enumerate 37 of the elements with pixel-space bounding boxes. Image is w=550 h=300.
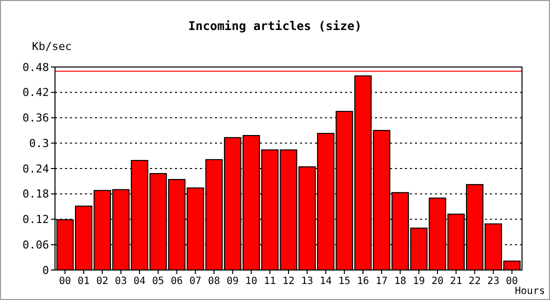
y-tick-label: 0.06 — [22, 238, 49, 252]
y-tick-label: 0.36 — [22, 112, 49, 125]
x-tick-label: 09 — [226, 276, 239, 287]
y-tick-label: 0 — [42, 264, 49, 277]
x-tick-label: 06 — [170, 276, 183, 287]
x-tick-label: 01 — [78, 276, 90, 287]
y-tick-label: 0.3 — [29, 136, 49, 150]
y-tick-label: 0.42 — [22, 86, 49, 100]
x-tick-label: 12 — [282, 276, 295, 287]
x-tick-label: 18 — [394, 276, 406, 287]
x-tick-label: 19 — [412, 276, 425, 287]
x-tick-label: 11 — [264, 276, 276, 287]
x-tick-label: 20 — [431, 276, 444, 287]
x-tick-label: 14 — [320, 276, 332, 287]
x-tick-label: 10 — [245, 276, 258, 287]
y-tick-label: 0.48 — [22, 60, 49, 74]
x-tick-label: 04 — [134, 276, 146, 287]
x-tick-label: 07 — [189, 276, 202, 287]
x-tick-label: 22 — [468, 276, 481, 287]
x-tick-label: 00 — [59, 276, 72, 287]
y-tick-label: 0.24 — [22, 162, 50, 176]
x-tick-label: 05 — [152, 276, 164, 287]
y-tick-label: 0.12 — [22, 213, 49, 226]
chart-title: Incoming articles (size) — [188, 19, 362, 33]
x-axis-title: Hours — [514, 286, 545, 297]
x-tick-label: 16 — [356, 276, 370, 287]
x-tick-label: 00 — [506, 276, 518, 287]
x-tick-label: 02 — [96, 276, 108, 287]
y-axis-title: Kb/sec — [32, 40, 72, 53]
y-tick-label: 0.18 — [22, 188, 49, 201]
x-tick-label: 21 — [450, 276, 462, 287]
x-tick-label: 17 — [376, 276, 388, 287]
x-tick-label: 23 — [487, 276, 500, 287]
x-tick-label: 13 — [301, 276, 314, 287]
x-tick-label: 15 — [338, 276, 350, 287]
x-tick-label: 08 — [208, 276, 220, 287]
x-tick-label: 03 — [114, 276, 127, 287]
